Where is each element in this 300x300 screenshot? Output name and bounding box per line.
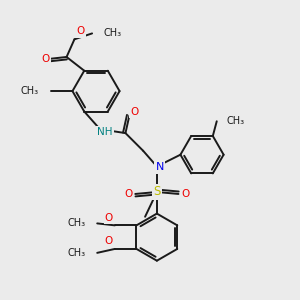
Text: O: O [76,26,84,37]
Text: O: O [105,236,113,246]
Text: S: S [153,185,161,199]
Text: CH₃: CH₃ [67,248,86,258]
Text: O: O [105,212,113,223]
Text: CH₃: CH₃ [67,218,86,228]
Text: N: N [156,163,164,172]
Text: CH₃: CH₃ [104,28,122,38]
Text: CH₃: CH₃ [226,116,245,126]
Text: O: O [42,54,50,64]
Text: O: O [124,189,133,199]
Text: NH: NH [97,127,112,137]
Text: O: O [181,189,190,199]
Text: CH₃: CH₃ [21,86,39,96]
Text: O: O [130,106,138,116]
